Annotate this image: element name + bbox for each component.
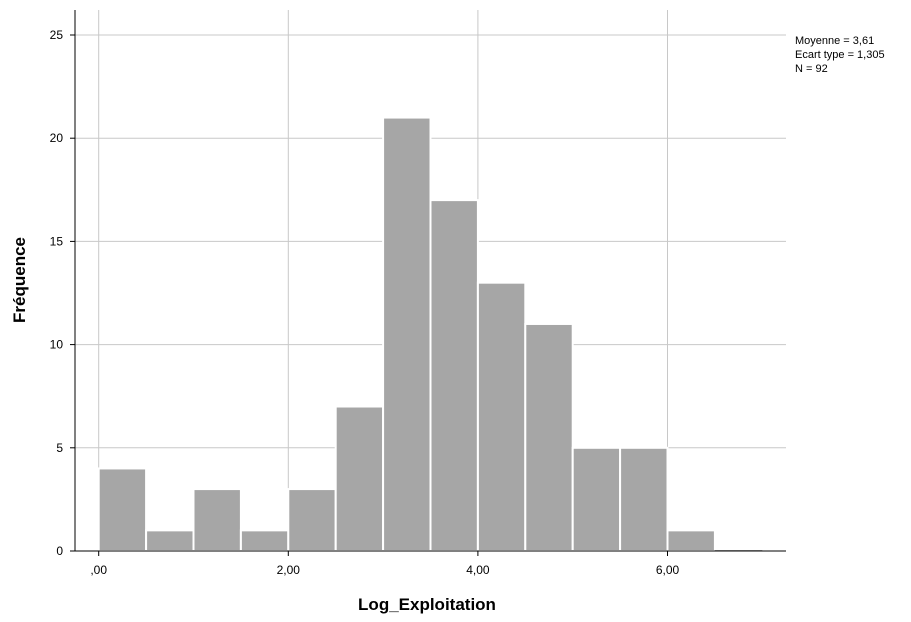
histogram-bars <box>97 116 763 552</box>
histogram-bar-2 <box>192 488 242 552</box>
x-tick-label: 2,00 <box>277 563 301 577</box>
stats-std: Ecart type = 1,305 <box>795 49 885 61</box>
y-tick-labels: 0 5 10 15 20 25 <box>50 28 75 558</box>
y-tick-label: 15 <box>50 234 64 248</box>
histogram-bar-8 <box>476 281 527 552</box>
histogram-bar-1 <box>145 529 195 552</box>
y-tick-label: 5 <box>56 441 63 455</box>
histogram-bar-3 <box>239 529 290 552</box>
histogram-bar-0 <box>97 467 148 552</box>
y-axis-title: Fréquence <box>10 237 29 323</box>
histogram-bar-12 <box>666 529 716 552</box>
y-tick-label: 0 <box>56 544 63 558</box>
histogram-bar-9 <box>524 322 574 552</box>
histogram-bar-11 <box>619 446 669 552</box>
stats-legend: Moyenne = 3,61 Ecart type = 1,305 N = 92 <box>795 35 885 75</box>
histogram-bar-6 <box>382 116 432 552</box>
y-tick-label: 20 <box>50 131 64 145</box>
x-tick-label: ,00 <box>90 563 107 577</box>
x-axis-title: Log_Exploitation <box>358 595 496 614</box>
histogram-bar-4 <box>287 488 337 552</box>
histogram-bar-10 <box>571 446 622 552</box>
stats-mean: Moyenne = 3,61 <box>795 35 874 47</box>
histogram-bar-7 <box>429 199 479 552</box>
y-tick-label: 10 <box>50 338 64 352</box>
y-tick-label: 25 <box>50 28 64 42</box>
x-tick-labels: ,00 2,00 4,00 6,00 <box>90 551 680 577</box>
x-tick-label: 4,00 <box>466 563 490 577</box>
histogram-bar-5 <box>334 405 385 552</box>
stats-n: N = 92 <box>795 63 828 75</box>
x-tick-label: 6,00 <box>656 563 680 577</box>
grid-lines <box>75 10 786 551</box>
